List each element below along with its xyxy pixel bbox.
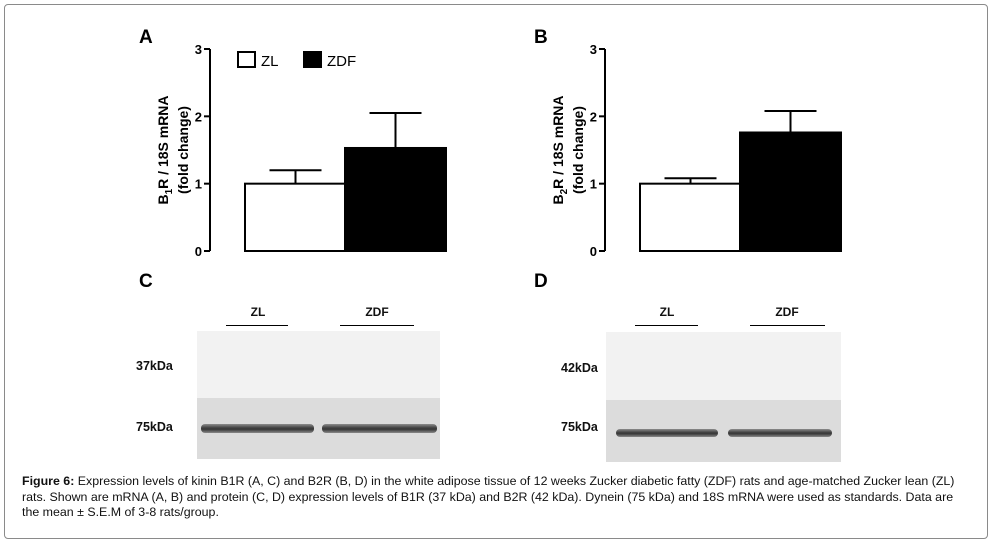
blot-d-mw-top: 42kDa [561, 361, 598, 375]
chart-b-bar-zl [639, 182, 742, 253]
blot-d-lane-zdf-label: ZDF [775, 305, 799, 319]
blot-c-lane-zdf-label: ZDF [365, 305, 389, 319]
chart-b-ytick-label-1: 1 [590, 177, 597, 192]
chart-a: 0 1 2 3 B1R / 18S mRNA (fold change) ZL ZDF [155, 42, 447, 259]
chart-a-ytick-label-2: 2 [195, 109, 202, 124]
panel-letter-c: C [139, 271, 153, 292]
chart-a-ytick-label-0: 0 [195, 244, 202, 259]
caption-text: Expression levels of kinin B1R (A, C) an… [22, 474, 955, 520]
chart-a-ylabel: B1R / 18S mRNA [155, 95, 175, 204]
caption-label: Figure 6: [22, 474, 75, 488]
blot-d-mw-bottom: 75kDa [561, 420, 598, 434]
chart-a-ylabel-2: (fold change) [175, 106, 191, 194]
chart-b-ytick-label-2: 2 [590, 109, 597, 124]
panel-letter-d: D [534, 271, 548, 292]
blot-c-mw-bottom: 75kDa [136, 420, 173, 434]
blot-c-lane-zl-label: ZL [250, 305, 266, 319]
blot-c-image [197, 331, 440, 459]
blot-c-band-zdf [322, 424, 437, 433]
figure-caption: Figure 6: Expression levels of kinin B1R… [22, 474, 972, 521]
panel-letter-b: B [534, 27, 548, 48]
panel-letter-a: A [139, 27, 153, 48]
chart-b: 0 1 2 3 B2R / 18S mRNA (fold change) [550, 42, 842, 259]
chart-a-legend-label-zl: ZL [261, 53, 279, 70]
chart-a-bar-zl [244, 182, 347, 253]
chart-a-legend-swatch-zdf [303, 51, 322, 68]
blot-d-lane-zdf-line [750, 325, 825, 326]
blot-d-image [606, 332, 841, 462]
blot-c-mw-top: 37kDa [136, 359, 173, 373]
chart-b-bar-zdf [739, 131, 842, 252]
blot-d-band-zl [616, 429, 718, 437]
chart-a-bar-zdf [344, 146, 447, 252]
chart-b-ytick-label-0: 0 [590, 244, 597, 259]
blot-d-band-zdf [728, 429, 832, 437]
chart-a-ytick-label-3: 3 [195, 42, 202, 57]
blot-c-lane-zl-line [226, 325, 288, 326]
blot-d-lane-zl-label: ZL [659, 305, 675, 319]
blot-c-band-zl [201, 424, 314, 433]
chart-b-ylabel: B2R / 18S mRNA [550, 95, 570, 204]
chart-b-ylabel-2: (fold change) [570, 106, 586, 194]
chart-a-legend-swatch-zl [237, 51, 256, 68]
chart-a-legend-label-zdf: ZDF [327, 53, 356, 70]
blot-c-lane-zdf-line [340, 325, 414, 326]
blot-d-lane-zl-line [635, 325, 698, 326]
chart-b-ytick-label-3: 3 [590, 42, 597, 57]
chart-a-ytick-label-1: 1 [195, 177, 202, 192]
